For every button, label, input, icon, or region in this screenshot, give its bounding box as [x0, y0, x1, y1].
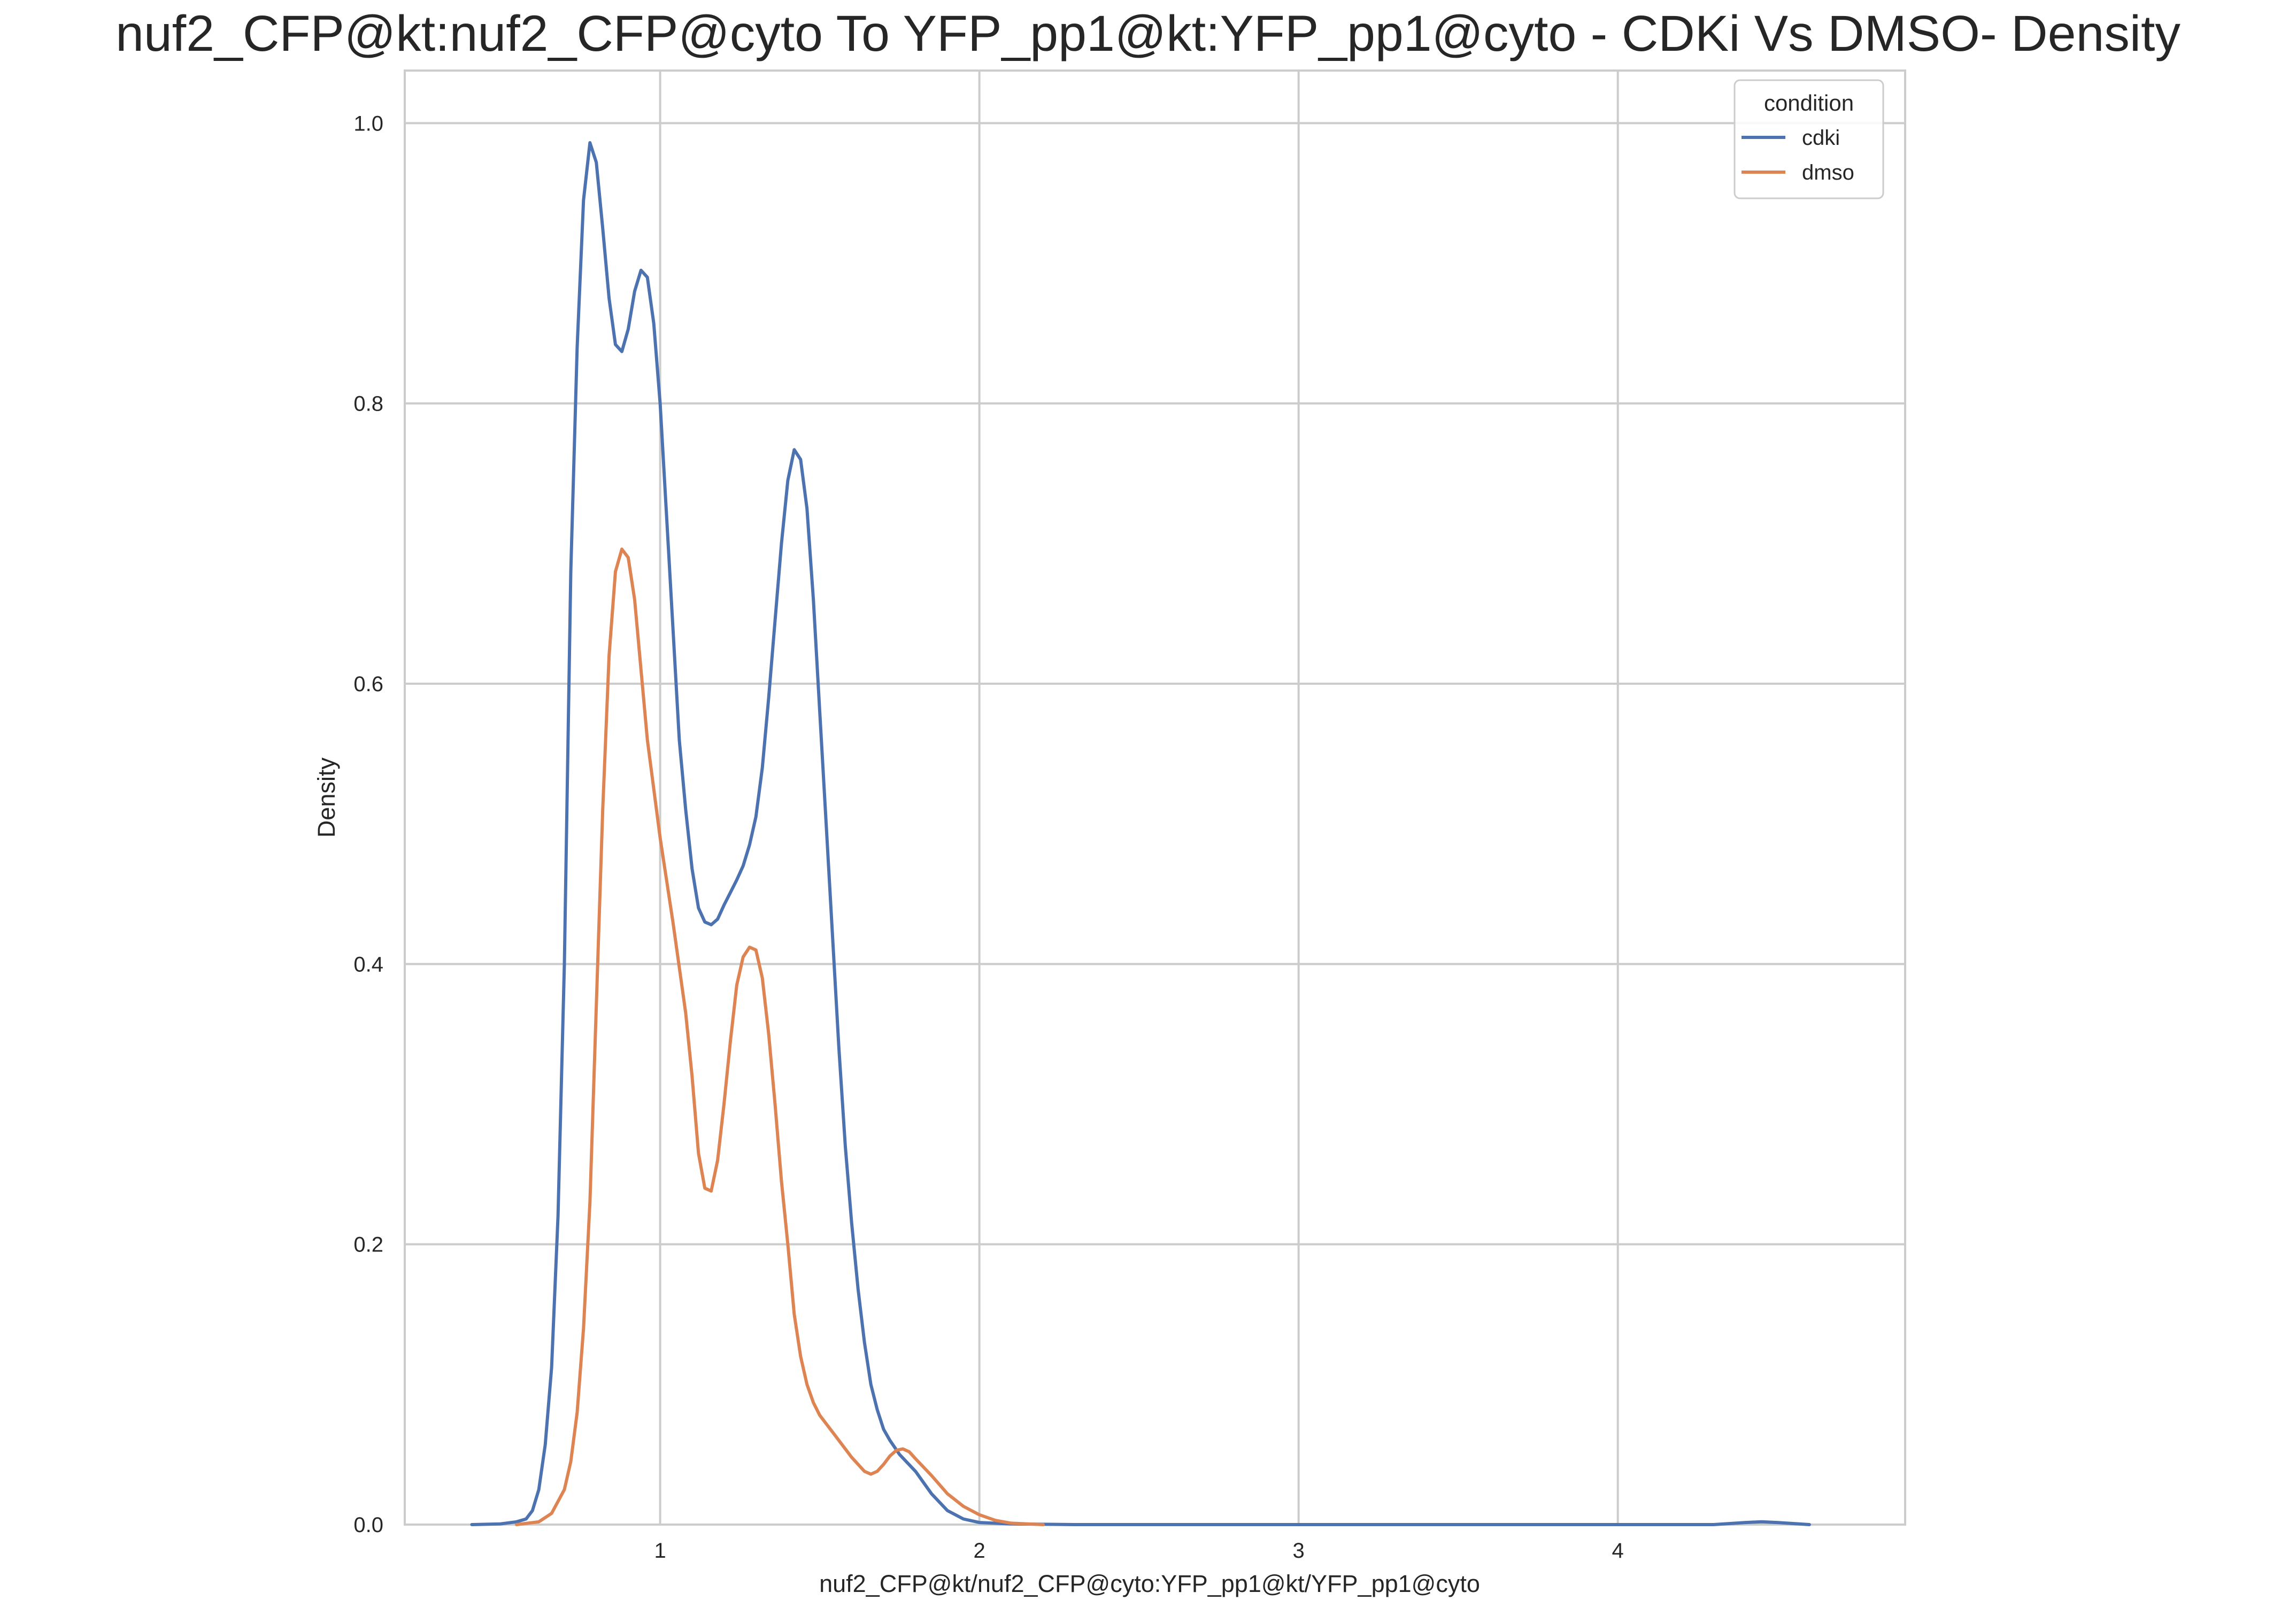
x-tick-labels: 1 2 3 4	[654, 1539, 1623, 1563]
y-axis-label: Density	[313, 757, 340, 838]
y-tick-label: 0.0	[353, 1513, 383, 1537]
legend-title: condition	[1764, 90, 1854, 115]
x-tick-label: 4	[1612, 1539, 1624, 1563]
plot-area	[405, 71, 1905, 1525]
legend-box	[1733, 79, 1884, 199]
x-tick-label: 1	[654, 1539, 666, 1563]
x-gridlines	[659, 71, 1619, 1525]
legend-label-cdki: cdki	[1802, 126, 1840, 150]
legend: condition cdki dmso	[1733, 79, 1884, 199]
x-tick-label: 2	[974, 1539, 985, 1563]
y-tick-label: 0.8	[353, 392, 383, 416]
x-axis-label: nuf2_CFP@kt/nuf2_CFP@cyto:YFP_pp1@kt/YFP…	[819, 1570, 1480, 1597]
series-line-dmso	[515, 547, 1045, 1526]
chart-title: nuf2_CFP@kt:nuf2_CFP@cyto To YFP_pp1@kt:…	[115, 5, 2181, 62]
y-tick-labels: 0.0 0.2 0.4 0.6 0.8 1.0	[353, 112, 383, 1537]
y-tick-label: 1.0	[353, 112, 383, 135]
series-line-cdki	[470, 141, 1811, 1526]
y-gridlines	[405, 122, 1905, 1246]
legend-label-dmso: dmso	[1802, 161, 1854, 184]
density-lines	[470, 141, 1811, 1526]
x-tick-label: 3	[1293, 1539, 1305, 1563]
y-tick-label: 0.6	[353, 672, 383, 696]
y-tick-label: 0.4	[353, 953, 383, 976]
y-tick-label: 0.2	[353, 1233, 383, 1257]
